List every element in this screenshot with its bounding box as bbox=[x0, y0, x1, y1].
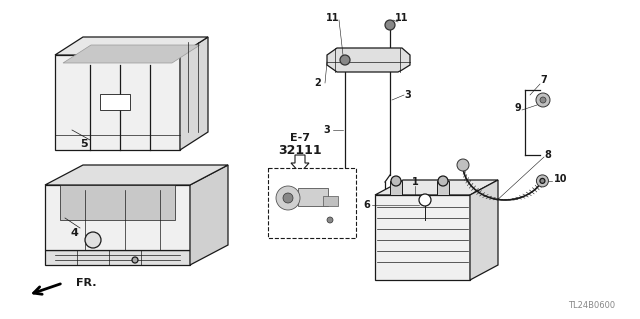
Circle shape bbox=[327, 217, 333, 223]
Circle shape bbox=[536, 93, 550, 107]
Text: 8: 8 bbox=[545, 150, 552, 160]
Text: 3: 3 bbox=[404, 90, 412, 100]
Text: FR.: FR. bbox=[76, 278, 97, 288]
Polygon shape bbox=[55, 55, 180, 150]
Circle shape bbox=[276, 186, 300, 210]
Circle shape bbox=[419, 194, 431, 206]
Circle shape bbox=[540, 97, 546, 103]
Text: TL24B0600: TL24B0600 bbox=[568, 301, 615, 310]
Text: 11: 11 bbox=[396, 13, 409, 23]
Bar bbox=[100, 94, 130, 110]
Polygon shape bbox=[45, 165, 228, 185]
Bar bbox=[390, 181, 402, 195]
Circle shape bbox=[132, 257, 138, 263]
Text: 1: 1 bbox=[412, 177, 419, 187]
Bar bbox=[298, 188, 328, 206]
Text: 10: 10 bbox=[554, 174, 567, 184]
Circle shape bbox=[85, 232, 101, 248]
Circle shape bbox=[340, 55, 350, 65]
Text: 4: 4 bbox=[70, 228, 78, 238]
Bar bbox=[437, 181, 449, 195]
Bar bbox=[323, 196, 338, 206]
Polygon shape bbox=[375, 180, 498, 195]
Circle shape bbox=[540, 178, 545, 183]
Polygon shape bbox=[180, 37, 208, 150]
Polygon shape bbox=[327, 48, 410, 72]
Circle shape bbox=[438, 176, 448, 186]
Text: 2: 2 bbox=[315, 78, 321, 88]
Polygon shape bbox=[45, 250, 190, 265]
Polygon shape bbox=[470, 180, 498, 280]
Polygon shape bbox=[63, 45, 200, 63]
Text: 9: 9 bbox=[515, 103, 522, 113]
Text: 32111: 32111 bbox=[278, 144, 322, 157]
Text: 5: 5 bbox=[80, 139, 88, 149]
Text: 6: 6 bbox=[364, 200, 371, 210]
Circle shape bbox=[385, 20, 395, 30]
Circle shape bbox=[457, 159, 469, 171]
Text: 3: 3 bbox=[324, 125, 330, 135]
Polygon shape bbox=[60, 185, 175, 220]
Polygon shape bbox=[291, 155, 309, 173]
Circle shape bbox=[391, 176, 401, 186]
Polygon shape bbox=[55, 37, 208, 55]
Text: 7: 7 bbox=[541, 75, 547, 85]
Text: E-7: E-7 bbox=[290, 133, 310, 143]
Polygon shape bbox=[45, 185, 190, 250]
Text: 11: 11 bbox=[326, 13, 340, 23]
Polygon shape bbox=[375, 195, 470, 280]
Bar bbox=[268, 168, 356, 238]
Circle shape bbox=[536, 175, 548, 187]
Polygon shape bbox=[190, 165, 228, 265]
Circle shape bbox=[283, 193, 293, 203]
